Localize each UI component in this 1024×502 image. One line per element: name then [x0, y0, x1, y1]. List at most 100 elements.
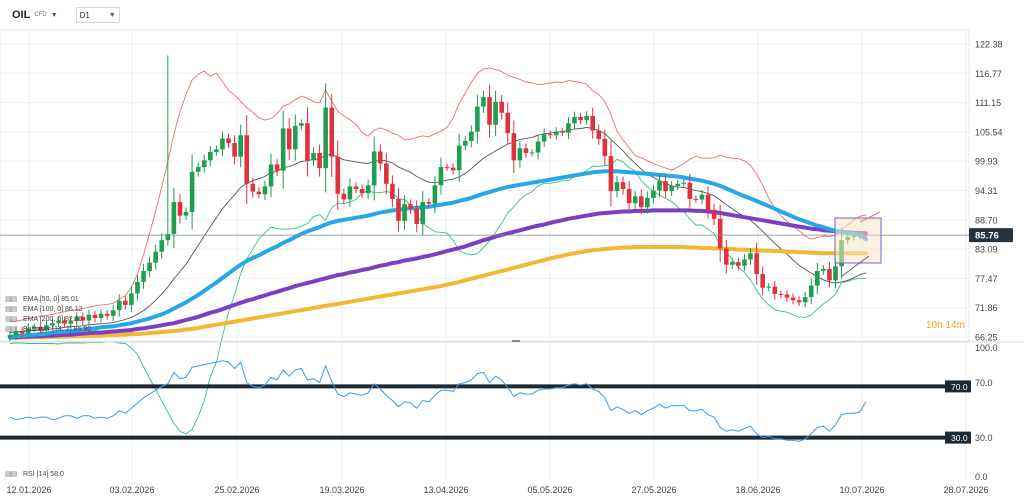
symbol-selector[interactable]: OIL CFD ▼ [8, 7, 62, 23]
candle-body [699, 194, 705, 200]
candle-body [438, 167, 444, 186]
candle-body [244, 135, 250, 184]
candle-body [705, 194, 711, 210]
rsi-line [9, 360, 867, 442]
ema-200-line [8, 245, 868, 340]
date-tick-label: 27.05.2026 [631, 485, 676, 495]
candle-body [171, 202, 177, 234]
candle-body [208, 151, 213, 161]
candle-body [554, 131, 559, 136]
candle-body [730, 262, 735, 265]
candle-body [189, 171, 195, 212]
rsi-legend-item[interactable]: ▤▤ RSI [14] 58.0 [5, 470, 64, 479]
candle-body [280, 128, 286, 171]
candle-body [469, 131, 474, 141]
candle-body [7, 335, 13, 338]
chevron-down-icon[interactable]: ▼ [50, 11, 58, 19]
candle-body [123, 300, 128, 305]
candle-body [226, 138, 231, 144]
price-tick-label: 71.86 [975, 303, 998, 313]
symbol-type: CFD [34, 12, 47, 18]
rsi-tick-label: 30.0 [975, 433, 993, 443]
candle-body [147, 262, 152, 271]
rsi-legend-label: RSI [14] 58.0 [23, 470, 64, 478]
price-tick-label: 83.09 [975, 245, 998, 255]
candle-body [159, 240, 165, 252]
chart-toolbar: OIL CFD ▼ D1 ▼ [8, 6, 120, 24]
candle-body [669, 185, 674, 192]
rsi-value-line [9, 360, 867, 442]
projection-line-upper [859, 211, 881, 223]
candle-body [578, 116, 583, 121]
candle-body [523, 148, 529, 153]
candle-body [505, 112, 511, 134]
rsi-tick-label: 70.0 [975, 378, 993, 388]
candle-body [572, 116, 577, 124]
rsi-tick-label: 100.0 [975, 343, 998, 353]
indicator-settings-icon[interactable]: ▤▤ [5, 296, 17, 303]
candle-body [717, 218, 723, 249]
candle-body [396, 198, 401, 221]
candle-body [754, 253, 759, 275]
legend-item-ema200[interactable]: ▤▤ EMA [200, 0] 82.30 [5, 314, 91, 324]
chart-grid [0, 30, 969, 480]
candle-body [256, 191, 262, 195]
legend-label: EMA [50, 0] 85.01 [23, 295, 79, 303]
candle-body [426, 202, 432, 204]
timeframe-selector[interactable]: D1 ▼ [75, 7, 120, 23]
candle-body [748, 253, 753, 260]
candle-body [104, 313, 110, 316]
candle-body [802, 297, 808, 303]
candle-body [13, 330, 19, 336]
legend-item-bollinger[interactable]: ▤▤ Bollinger [14, 2] 85.90 [5, 324, 91, 334]
scroll-marker [512, 340, 520, 342]
candle-body [493, 101, 498, 125]
candle-body [778, 293, 784, 295]
candle-body [602, 138, 608, 157]
candle-body [808, 285, 814, 298]
candle-body [547, 134, 553, 136]
rsi-level-lines: 70.0 30.0 [0, 380, 971, 444]
candle-body [596, 130, 602, 139]
candle-body [292, 125, 298, 150]
candle-body [827, 268, 832, 281]
candle-body [645, 197, 650, 208]
bollinger-upper-line [9, 67, 867, 323]
candle-body [201, 160, 207, 168]
candle-body [620, 182, 626, 190]
candle-body [584, 115, 589, 121]
candle-body [19, 330, 25, 334]
rsi-level-tag-bg [945, 380, 971, 393]
current-price-tag: 85.76 [969, 228, 1013, 243]
candle-body [195, 167, 201, 172]
candle-body [86, 314, 92, 321]
candle-body [638, 196, 644, 208]
rsi-level-tag-bg [945, 431, 971, 444]
indicator-settings-icon[interactable]: ▤▤ [5, 326, 17, 333]
candle-body [462, 140, 468, 146]
candle-body [566, 123, 571, 133]
indicator-settings-icon[interactable]: ▤▤ [5, 471, 17, 478]
candle-body [723, 248, 729, 265]
candle-body [311, 152, 316, 161]
candle-body [833, 266, 838, 281]
candle-body [317, 152, 322, 169]
candle-body [693, 198, 699, 200]
ema200-line [8, 245, 868, 340]
candle-body [815, 270, 820, 286]
candle-body [390, 183, 395, 199]
candle-body [214, 149, 219, 152]
legend-item-ema50[interactable]: ▤▤ EMA [50, 0] 85.01 [5, 294, 91, 304]
legend-item-ema100[interactable]: ▤▤ EMA [100, 0] 86.12 [5, 304, 91, 314]
price-tick-label: 122.38 [975, 40, 1003, 50]
candle-body [796, 300, 802, 303]
candle-body [414, 208, 419, 224]
indicator-settings-icon[interactable]: ▤▤ [5, 316, 17, 323]
price-tag-label: 85.76 [975, 231, 999, 242]
date-tick-label: 28.07.2026 [943, 485, 988, 495]
bollinger-mid-line [9, 126, 867, 334]
candle-body [274, 164, 280, 171]
indicator-settings-icon[interactable]: ▤▤ [5, 306, 17, 313]
candle-body [475, 106, 480, 132]
